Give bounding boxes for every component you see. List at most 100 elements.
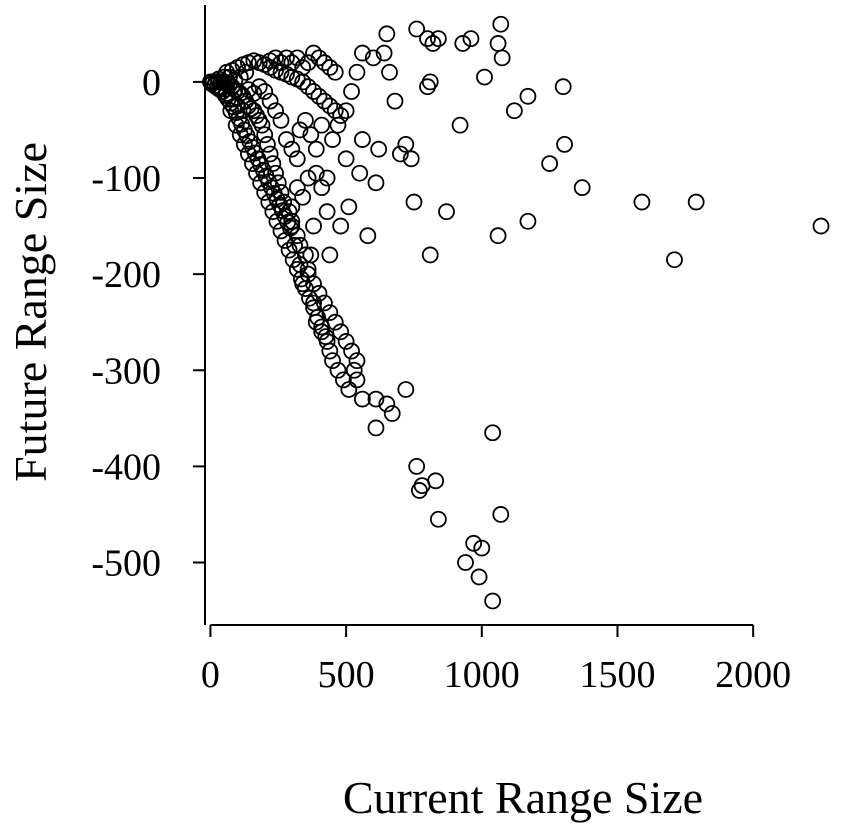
- data-point: [554, 78, 572, 96]
- data-point: [310, 87, 328, 105]
- data-point: [457, 554, 474, 571]
- data-point: [666, 251, 683, 269]
- data-point: [386, 92, 404, 110]
- data-point: [473, 539, 491, 557]
- x-tick-label: 1000: [444, 654, 520, 696]
- data-point: [313, 116, 331, 134]
- data-point: [345, 361, 363, 379]
- data-point: [278, 49, 295, 67]
- data-point: [343, 342, 360, 360]
- data-point: [260, 193, 278, 211]
- data-point: [340, 381, 358, 398]
- data-point: [288, 49, 306, 67]
- ticks: 0 -100 -200 -300 -400 -500 0 500 1000 1500 2000: [91, 62, 791, 696]
- data-point: [492, 15, 510, 33]
- data-point: [256, 184, 274, 201]
- data-point: [305, 299, 322, 317]
- data-point: [316, 294, 333, 312]
- data-point: [297, 111, 314, 129]
- data-point: [261, 92, 279, 110]
- data-point: [391, 145, 409, 163]
- data-point: [321, 97, 339, 115]
- data-point: [408, 457, 426, 475]
- data-point: [364, 49, 382, 67]
- data-point: [378, 395, 396, 413]
- data-point: [402, 150, 420, 168]
- axes: [204, 5, 754, 626]
- data-point: [318, 169, 336, 187]
- data-points: [202, 15, 830, 610]
- data-point: [318, 203, 336, 221]
- data-point: [288, 179, 306, 197]
- data-point: [340, 198, 358, 216]
- data-point: [381, 63, 398, 81]
- data-point: [223, 90, 241, 108]
- data-point: [292, 270, 310, 288]
- data-point: [264, 203, 282, 221]
- data-point: [316, 92, 333, 110]
- y-tick-label: -500: [91, 543, 161, 585]
- data-point: [321, 342, 339, 360]
- data-point: [367, 419, 385, 437]
- data-point: [332, 217, 350, 235]
- data-point: [405, 193, 423, 211]
- data-point: [252, 174, 270, 192]
- data-point: [307, 140, 325, 158]
- data-point: [218, 85, 236, 102]
- y-tick-label: 0: [142, 62, 161, 104]
- data-point: [353, 131, 371, 148]
- data-point: [324, 352, 341, 370]
- data-point: [367, 390, 385, 408]
- data-point: [280, 241, 298, 259]
- data-point: [493, 49, 511, 67]
- data-point: [484, 424, 502, 442]
- data-point: [337, 333, 355, 350]
- data-point: [245, 102, 263, 120]
- data-point: [454, 35, 472, 52]
- data-point: [329, 116, 347, 134]
- y-tick-label: -300: [91, 350, 161, 392]
- data-point: [240, 81, 257, 98]
- data-point: [424, 35, 442, 52]
- data-point: [383, 405, 401, 422]
- y-axis-title: Future Range Size: [5, 142, 56, 482]
- data-point: [429, 30, 447, 48]
- y-tick-label: -100: [91, 158, 161, 200]
- data-point: [353, 390, 371, 408]
- x-tick-label: 2000: [715, 654, 791, 696]
- data-point: [240, 145, 257, 163]
- data-point: [261, 52, 279, 70]
- data-point: [519, 212, 537, 230]
- data-point: [329, 361, 347, 379]
- data-point: [332, 323, 350, 341]
- data-point: [324, 131, 341, 148]
- data-point: [492, 506, 510, 523]
- data-point: [272, 54, 290, 72]
- x-tick-label: 1500: [579, 654, 655, 696]
- data-point: [348, 352, 366, 370]
- x-tick-label: 500: [318, 654, 375, 696]
- data-point: [297, 280, 314, 297]
- data-point: [421, 246, 439, 264]
- data-point: [337, 102, 355, 120]
- data-point: [410, 482, 428, 499]
- data-point: [408, 20, 426, 38]
- data-point: [307, 164, 325, 182]
- data-point: [210, 70, 227, 88]
- data-point: [397, 135, 415, 153]
- data-point: [348, 63, 366, 81]
- data-point: [378, 25, 396, 43]
- data-point: [429, 510, 447, 528]
- data-point: [633, 193, 651, 211]
- data-point: [212, 79, 230, 97]
- data-point: [427, 472, 445, 490]
- data-point: [505, 102, 523, 120]
- data-point: [462, 30, 480, 48]
- data-point: [556, 135, 573, 153]
- data-point: [248, 164, 265, 182]
- data-point: [294, 59, 312, 76]
- data-point: [359, 227, 377, 245]
- data-point: [256, 126, 274, 144]
- data-point: [489, 35, 507, 52]
